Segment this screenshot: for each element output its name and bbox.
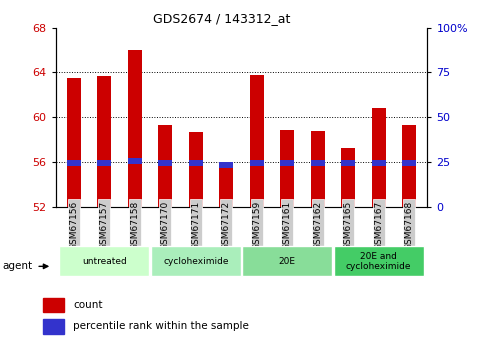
- Text: cycloheximide: cycloheximide: [163, 257, 228, 266]
- Bar: [250, 160, 264, 166]
- Bar: [280, 130, 294, 207]
- Bar: [311, 160, 325, 166]
- Bar: [67, 78, 81, 207]
- Text: GSM67165: GSM67165: [344, 200, 353, 250]
- Text: GSM67172: GSM67172: [222, 200, 231, 250]
- Bar: [158, 160, 172, 166]
- Text: GSM67156: GSM67156: [70, 200, 78, 250]
- FancyBboxPatch shape: [151, 246, 241, 276]
- Text: untreated: untreated: [82, 257, 127, 266]
- Text: GSM67162: GSM67162: [313, 200, 322, 250]
- Bar: [372, 160, 385, 166]
- Text: GSM67170: GSM67170: [161, 200, 170, 250]
- Text: GSM67158: GSM67158: [130, 200, 139, 250]
- Text: 20E and
cycloheximide: 20E and cycloheximide: [346, 252, 412, 271]
- Bar: [189, 160, 203, 166]
- Bar: [250, 75, 264, 207]
- Bar: [402, 125, 416, 207]
- Bar: [43, 298, 64, 312]
- Bar: [219, 162, 233, 168]
- Bar: [189, 132, 203, 207]
- Bar: [219, 168, 233, 207]
- Text: percentile rank within the sample: percentile rank within the sample: [73, 322, 249, 332]
- Bar: [98, 76, 111, 207]
- FancyBboxPatch shape: [242, 246, 332, 276]
- Bar: [128, 158, 142, 164]
- Bar: [128, 50, 142, 207]
- Bar: [280, 160, 294, 166]
- Text: 20E: 20E: [279, 257, 296, 266]
- Bar: [372, 108, 385, 207]
- Bar: [402, 160, 416, 166]
- Bar: [98, 160, 111, 166]
- Bar: [158, 125, 172, 207]
- Bar: [67, 160, 81, 166]
- Text: GSM67171: GSM67171: [191, 200, 200, 250]
- FancyBboxPatch shape: [334, 246, 424, 276]
- Text: GDS2674 / 143312_at: GDS2674 / 143312_at: [154, 12, 291, 25]
- Bar: [43, 319, 64, 334]
- FancyBboxPatch shape: [59, 246, 149, 276]
- Bar: [341, 160, 355, 166]
- Text: GSM67157: GSM67157: [100, 200, 109, 250]
- Bar: [341, 148, 355, 207]
- Text: agent: agent: [2, 261, 32, 270]
- Text: GSM67161: GSM67161: [283, 200, 292, 250]
- Bar: [311, 131, 325, 207]
- Text: GSM67159: GSM67159: [252, 200, 261, 250]
- Text: count: count: [73, 300, 102, 310]
- Text: GSM67168: GSM67168: [405, 200, 413, 250]
- Text: GSM67167: GSM67167: [374, 200, 383, 250]
